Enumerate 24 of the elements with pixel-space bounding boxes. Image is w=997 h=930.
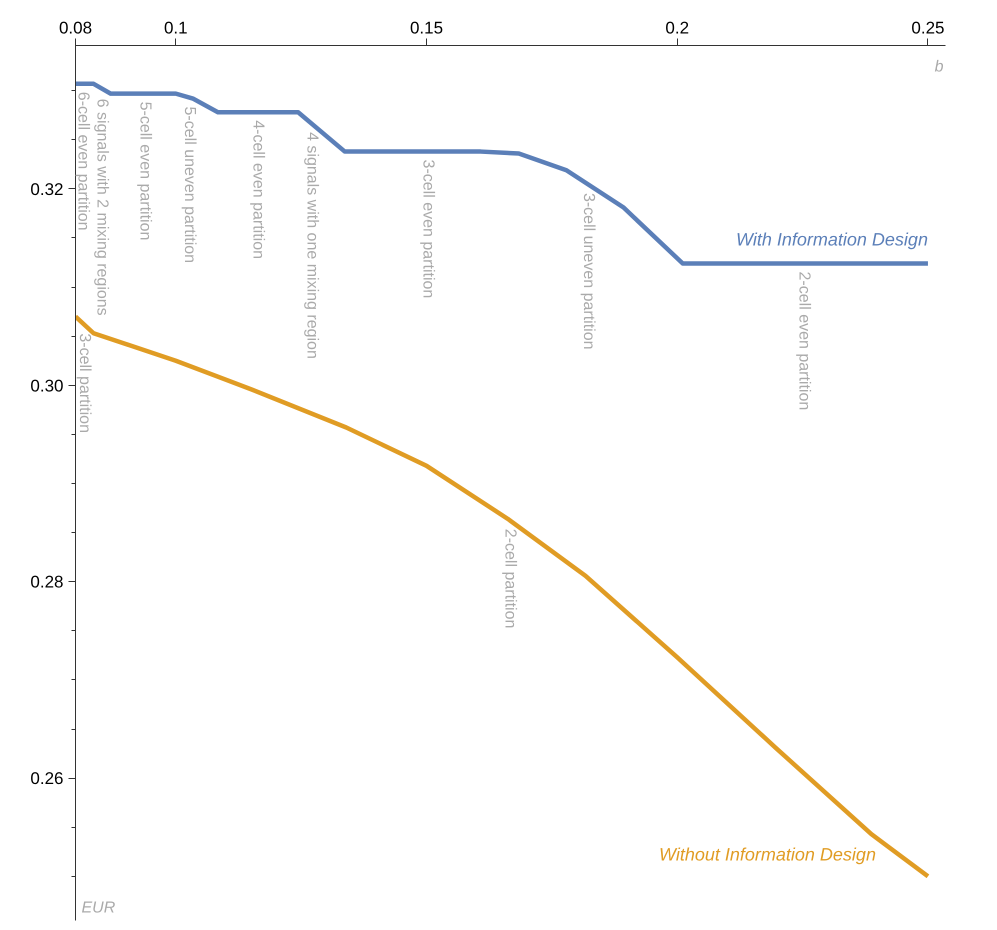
annotation: 3-cell even partition [420,160,437,298]
series-label: Without Information Design [659,844,876,864]
x-axis-title: b [934,58,944,76]
x-tick-label: 0.1 [164,18,188,38]
annotation: 2-cell partition [502,528,519,628]
y-tick-label: 0.26 [30,769,64,788]
x-tick-label: 0.08 [58,18,92,38]
y-axis-title: EUR [82,900,116,916]
annotation: 2-cell even partition [796,272,813,410]
annotation: 5-cell uneven partition [180,106,198,264]
series-label: With Information Design [736,230,928,250]
y-tick-label: 0.32 [30,180,64,199]
annotation: 3-cell partition [76,333,94,433]
x-tick-label: 0.2 [665,18,690,38]
x-tick-label: 0.15 [410,18,444,38]
y-tick-label: 0.30 [30,376,64,396]
y-tick-label: 0.28 [30,572,64,592]
annotation: 4 signals with one mixing region [304,132,321,359]
annotation: 6-cell even partition [74,92,92,231]
x-tick-label: 0.25 [911,18,944,38]
annotation: 4-cell even partition [250,120,267,260]
annotation: 6 signals with 2 mixing regions [94,98,111,316]
annotation: 3-cell uneven partition [580,192,597,350]
annotation: 5-cell even partition [136,102,154,240]
